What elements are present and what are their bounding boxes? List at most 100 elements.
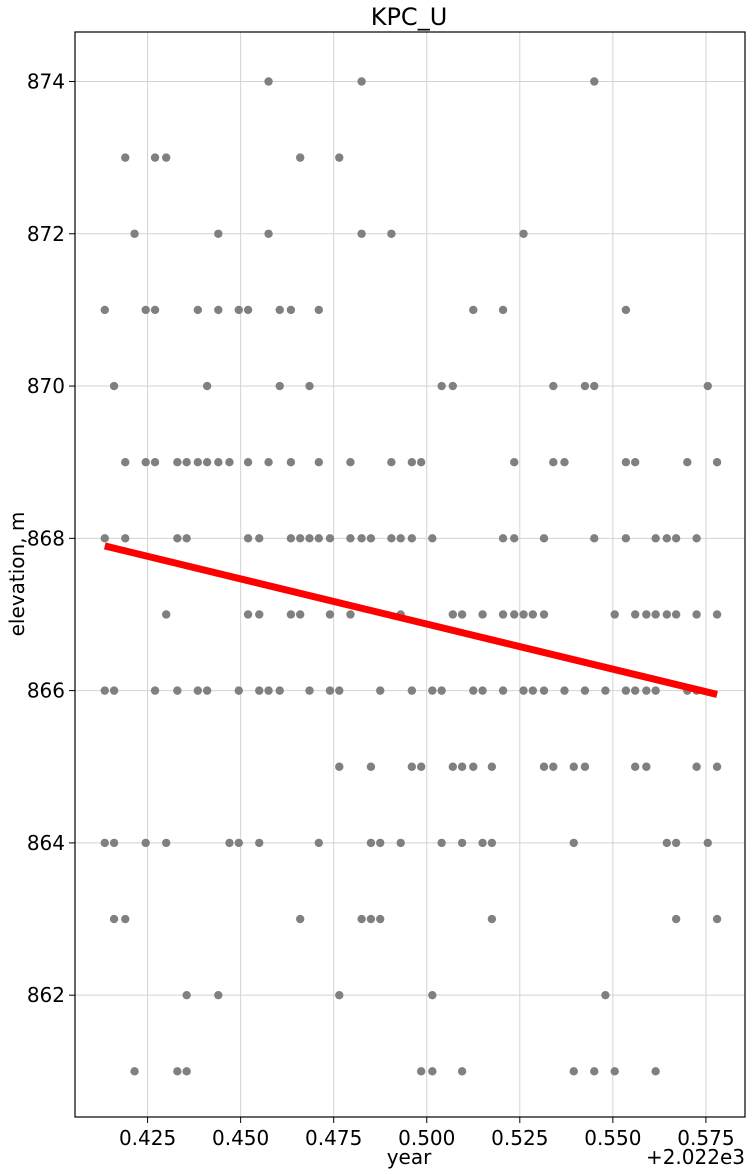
scatter-point	[295, 534, 305, 543]
x-tick-label: 0.425	[119, 1126, 176, 1150]
scatter-point	[150, 305, 160, 315]
scatter-point	[161, 610, 171, 619]
scatter-point	[264, 457, 273, 467]
scatter-point	[630, 762, 640, 771]
axes	[74, 31, 746, 1118]
scatter-point	[335, 990, 344, 1000]
scatter-point	[407, 534, 417, 543]
scatter-point	[325, 534, 335, 543]
scatter-point	[366, 534, 376, 543]
y-tick-label: 864	[27, 831, 65, 855]
x-tick-label: 0.525	[491, 1126, 548, 1150]
scatter-point	[662, 838, 672, 848]
scatter-point	[109, 838, 119, 848]
scatter-point	[692, 534, 701, 543]
scatter-point	[366, 762, 376, 771]
x-tick-label: 0.475	[305, 1126, 362, 1150]
scatter-point	[487, 838, 497, 848]
scatter-point	[234, 305, 243, 315]
scatter-point	[366, 914, 376, 924]
scatter-point	[387, 457, 396, 467]
scatter-point	[621, 534, 631, 543]
scatter-point	[264, 229, 273, 238]
scatter-point	[448, 762, 458, 771]
scatter-point	[621, 305, 631, 315]
scatter-point	[498, 686, 508, 695]
scatter-point	[569, 762, 578, 771]
scatter-point	[469, 305, 478, 315]
scatter-point	[243, 457, 253, 467]
scatter-point	[580, 686, 590, 695]
scatter-point	[121, 457, 130, 467]
scatter-point	[549, 762, 558, 771]
scatter-point	[335, 686, 344, 695]
scatter-point	[243, 610, 253, 619]
scatter-point	[651, 1067, 660, 1076]
scatter-point	[519, 610, 528, 619]
scatter-point	[642, 686, 651, 695]
scatter-point	[407, 686, 417, 695]
scatter-point	[255, 838, 264, 848]
scatter-point	[416, 457, 426, 467]
scatter-point	[357, 229, 366, 238]
scatter-point	[712, 914, 722, 924]
scatter-point	[416, 1067, 426, 1076]
scatter-point	[519, 686, 528, 695]
scatter-point	[150, 686, 160, 695]
scatter-point	[590, 77, 599, 86]
scatter-point	[325, 610, 335, 619]
scatter-point	[416, 762, 426, 771]
scatter-point	[150, 153, 160, 162]
scatter-point	[671, 534, 681, 543]
scatter-point	[173, 686, 182, 695]
trend-line	[103, 542, 718, 698]
y-tick-label: 862	[27, 983, 65, 1007]
scatter-point	[161, 838, 171, 848]
scatter-point	[487, 762, 497, 771]
scatter-point	[264, 686, 273, 695]
scatter-point	[305, 686, 314, 695]
scatter-point	[234, 686, 243, 695]
scatter-point	[325, 686, 335, 695]
scatter-point	[295, 153, 305, 162]
scatter-point	[335, 153, 344, 162]
plot-frame	[74, 31, 746, 1118]
scatter-point	[560, 457, 569, 467]
scatter-point	[712, 457, 722, 467]
scatter-point	[214, 990, 223, 1000]
scatter-point	[109, 914, 119, 924]
y-tick-label: 874	[27, 69, 65, 93]
scatter-point	[214, 305, 223, 315]
scatter-point	[428, 686, 437, 695]
x-tick-label: 0.500	[398, 1126, 455, 1150]
scatter-point	[202, 381, 212, 391]
scatter-point	[305, 381, 314, 391]
scatter-point	[286, 534, 296, 543]
scatter-point	[407, 457, 417, 467]
scatter-point	[255, 534, 264, 543]
scatter-point	[651, 686, 660, 695]
scatter-point	[121, 153, 130, 162]
scatter-point	[528, 686, 538, 695]
scatter-point	[255, 610, 264, 619]
scatter-point	[335, 762, 344, 771]
scatter-point	[528, 610, 538, 619]
scatter-point	[193, 686, 203, 695]
scatter-point	[286, 305, 296, 315]
y-tick-label: 870	[27, 374, 65, 398]
scatter-point	[407, 762, 417, 771]
scatter-point	[498, 534, 508, 543]
scatter-point	[469, 762, 478, 771]
scatter-point	[703, 838, 712, 848]
scatter-point	[712, 762, 722, 771]
scatter-point	[671, 838, 681, 848]
scatter-point	[437, 838, 446, 848]
scatter-point	[539, 686, 549, 695]
scatter-point	[590, 534, 599, 543]
data-points	[100, 77, 722, 1076]
scatter-point	[448, 610, 458, 619]
scatter-point	[173, 1067, 182, 1076]
scatter-point	[569, 1067, 578, 1076]
scatter-point	[182, 534, 191, 543]
